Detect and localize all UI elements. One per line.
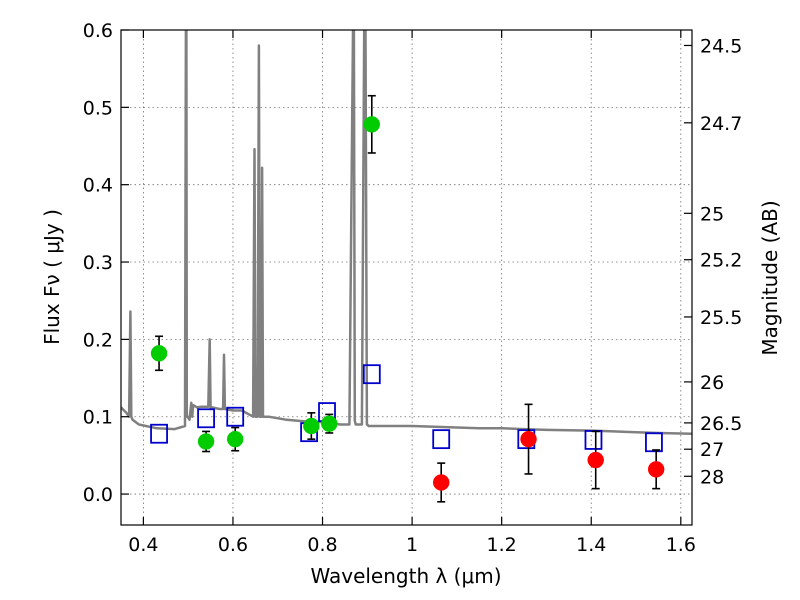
y-tick-label: 0.1 <box>83 407 113 429</box>
y2-tick-label: 25.2 <box>700 250 742 272</box>
y-tick-label: 0.0 <box>83 484 113 506</box>
model-flux-square <box>197 408 215 429</box>
x-tick-label: 1.6 <box>666 534 696 556</box>
y-tick-label: 0.3 <box>83 252 113 274</box>
model-flux-square <box>362 364 381 385</box>
observed-flux-point <box>303 417 320 435</box>
model-flux-square <box>150 423 168 444</box>
x-tick-label: 1.4 <box>576 534 606 556</box>
y-axis-label: Flux Fν ( μJy ) <box>40 209 64 345</box>
observed-flux-point <box>520 430 537 448</box>
x-axis-label: Wavelength λ (μm) <box>310 564 501 588</box>
observed-flux-point <box>226 430 244 448</box>
y-tick-label: 0.4 <box>83 175 113 197</box>
x-tick-label: 0.4 <box>128 534 158 556</box>
y2-axis-label: Magnitude (AB) <box>758 200 782 355</box>
grid <box>121 29 692 525</box>
observed-flux-point <box>647 461 665 478</box>
y2-tick-label: 28 <box>700 466 724 488</box>
axis-ticks: 0.4 0.6 0.8 1 1.2 1.4 1.6 0.0 0.1 0.2 0.3 0.4 0.5 0.6… <box>83 20 743 556</box>
x-tick-label: 0.6 <box>218 534 248 556</box>
model-flux-square <box>226 406 245 427</box>
y2-tick-label: 25 <box>700 203 724 225</box>
y-tick-label: 0.6 <box>83 20 113 42</box>
x-tick-label: 0.8 <box>307 534 337 556</box>
model-sed-line <box>121 30 692 435</box>
markers <box>150 94 665 503</box>
y2-tick-label: 25.5 <box>700 307 742 329</box>
observed-flux-point <box>320 415 338 432</box>
observed-flux-point <box>197 433 215 450</box>
y-tick-label: 0.2 <box>83 329 113 351</box>
y2-tick-label: 26.5 <box>700 413 742 435</box>
y2-tick-label: 26 <box>700 372 724 394</box>
observed-flux-point <box>150 345 168 362</box>
observed-flux-point <box>363 116 381 133</box>
observed-flux-point <box>432 474 450 491</box>
observed-flux-point <box>587 451 604 469</box>
x-tick-label: 1.2 <box>487 534 517 556</box>
y2-tick-label: 24.5 <box>700 35 742 57</box>
x-tick-label: 1 <box>406 534 418 556</box>
y2-tick-label: 27 <box>700 439 724 461</box>
y-tick-label: 0.5 <box>83 97 113 119</box>
y2-tick-label: 24.7 <box>700 113 742 135</box>
model-flux-square <box>432 429 451 450</box>
model-flux-square <box>645 432 663 453</box>
plot-area <box>121 30 692 435</box>
plot-frame <box>120 29 693 526</box>
model-flux-square <box>584 430 603 450</box>
